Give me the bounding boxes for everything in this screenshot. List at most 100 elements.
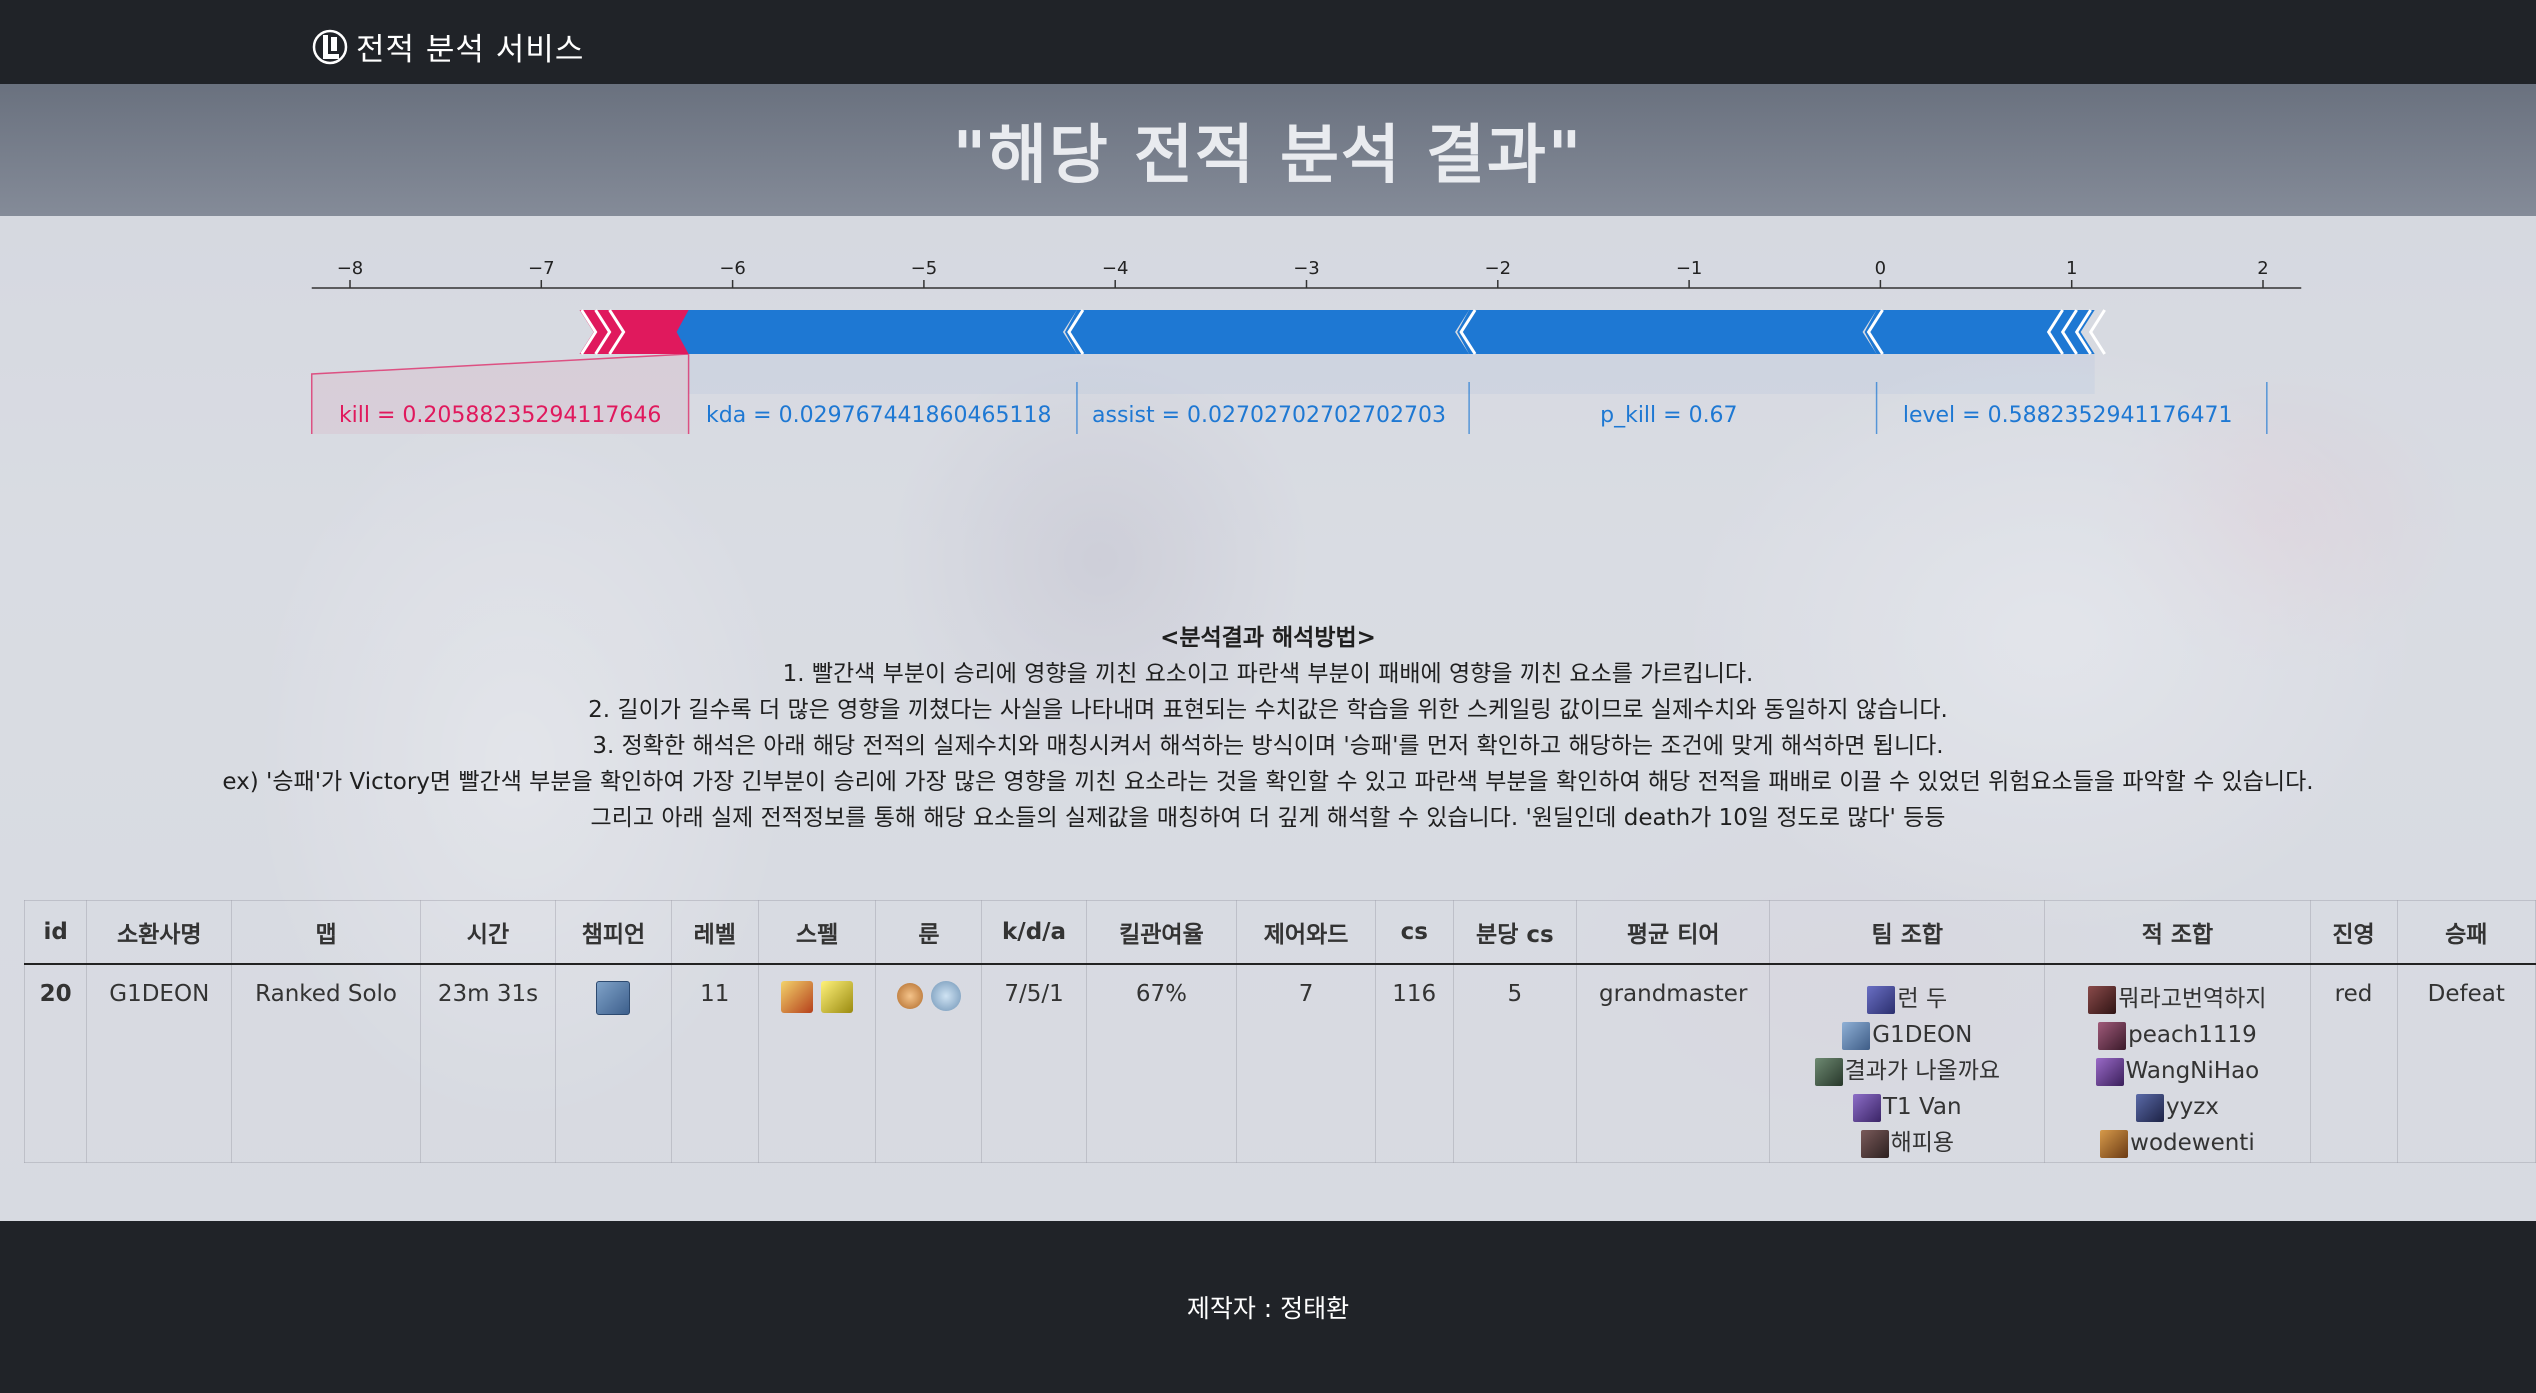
- feature-label: assist = 0.02702702702702703: [1092, 403, 1446, 428]
- guide-line: 1. 빨간색 부분이 승리에 영향을 끼친 요소이고 파란색 부분이 패배에 영…: [782, 661, 1754, 687]
- header-control-wards: 제어와드: [1236, 900, 1376, 965]
- positive-chevron: [594, 309, 612, 355]
- enemy-member-name: peach1119: [2128, 1022, 2257, 1048]
- feature-label: kda = 0.029767441860465118: [706, 403, 1052, 428]
- negative-separator: [1067, 309, 1085, 355]
- team-member: 런 두: [1771, 981, 2043, 1017]
- enemy-member-name: yyzx: [2165, 1094, 2219, 1120]
- cell-runes: [875, 964, 983, 1163]
- header-cs-per-min: 분당 cs: [1452, 900, 1578, 965]
- champion-mini-icon: [2135, 1093, 2164, 1122]
- team-member-name: 런 두: [1897, 986, 1948, 1012]
- cell-kda: 7/5/1: [981, 964, 1087, 1163]
- team-list: 런 두 G1DEON 결과가 나올까요 T1 Van 해피용: [1771, 981, 2043, 1161]
- axis-tick-label: −5: [911, 258, 938, 279]
- cell-enemy: 뭐라고번역하지 peach1119 WangNiHao yyzx wodewen…: [2044, 964, 2311, 1163]
- champion-mini-icon: [1814, 1057, 1843, 1086]
- navbar: 전적 분석 서비스: [0, 0, 2536, 84]
- enemy-member: peach1119: [2046, 1017, 2308, 1053]
- negative-shade: [688, 354, 2095, 394]
- enemy-list: 뭐라고번역하지 peach1119 WangNiHao yyzx wodewen…: [2046, 981, 2308, 1161]
- axis-tick-label: −1: [1676, 258, 1703, 279]
- cell-side: red: [2309, 964, 2398, 1163]
- team-member-name: 해피용: [1890, 1130, 1955, 1156]
- table-row: 20 G1DEON Ranked Solo 23m 31s 11 7/5/1 6…: [24, 964, 2536, 1163]
- header-side: 진영: [2309, 900, 2398, 965]
- result-banner: "해당 전적 분석 결과": [0, 84, 2536, 216]
- team-member: 해피용: [1771, 1125, 2043, 1161]
- negative-bar: [1064, 310, 1470, 354]
- negative-chevron: [2074, 309, 2092, 355]
- brand-link[interactable]: 전적 분석 서비스: [312, 24, 584, 69]
- header-avg-tier: 평균 티어: [1576, 900, 1771, 965]
- header-enemy: 적 조합: [2044, 900, 2311, 965]
- feature-label: level = 0.5882352941176471: [1903, 403, 2233, 428]
- footer-credit: 제작자 : 정태환: [1186, 1294, 1350, 1323]
- primary-rune-icon: [897, 983, 924, 1009]
- negative-bar: [1864, 310, 2095, 354]
- lol-logo-icon: [312, 29, 348, 64]
- match-table-container: id 소환사명 맵 시간 챔피언 레벨 스펠 룬 k/d/a 킬관여율 제어와드…: [24, 900, 2536, 1163]
- guide-title: <분석결과 해석방법>: [1160, 625, 1376, 651]
- header-champion: 챔피언: [555, 900, 672, 965]
- header-map: 맵: [231, 900, 421, 965]
- positive-bar: [579, 310, 689, 354]
- flash-spell-icon: [781, 981, 814, 1013]
- header-time: 시간: [419, 900, 557, 965]
- header-summoner: 소환사명: [86, 900, 233, 965]
- enemy-member: yyzx: [2046, 1089, 2308, 1125]
- cell-id: 20: [24, 964, 88, 1163]
- axis-tick-label: 1: [2066, 258, 2077, 279]
- positive-chevron: [580, 309, 598, 355]
- cell-cs: 116: [1374, 964, 1454, 1163]
- enemy-member-name: WangNiHao: [2125, 1058, 2260, 1084]
- enemy-member-name: wodewenti: [2130, 1130, 2255, 1156]
- negative-chevron: [2088, 309, 2106, 355]
- guide-line: 2. 길이가 길수록 더 많은 영향을 끼쳤다는 사실을 나타내며 표현되는 수…: [588, 697, 1948, 723]
- negative-chevron: [2046, 309, 2064, 355]
- guide-line: 그리고 아래 실제 전적정보를 통해 해당 요소들의 실제값을 매칭하여 더 깊…: [590, 805, 1946, 831]
- cell-team: 런 두 G1DEON 결과가 나올까요 T1 Van 해피용: [1769, 964, 2046, 1163]
- cell-champion: [555, 964, 672, 1163]
- champion-mini-icon: [2100, 1129, 2129, 1158]
- team-member: T1 Van: [1771, 1089, 2043, 1125]
- enemy-member: WangNiHao: [2046, 1053, 2308, 1089]
- brand-title: 전적 분석 서비스: [356, 32, 585, 68]
- header-spell: 스펠: [757, 900, 877, 965]
- header-kill-participation: 킬관여율: [1085, 900, 1238, 965]
- axis-tick-label: −6: [719, 258, 746, 279]
- table-header-row: id 소환사명 맵 시간 챔피언 레벨 스펠 룬 k/d/a 킬관여율 제어와드…: [24, 900, 2536, 965]
- cell-spells: [757, 964, 877, 1163]
- footer: 제작자 : 정태환: [0, 1221, 2536, 1393]
- cell-control-wards: 7: [1236, 964, 1376, 1163]
- champion-mini-icon: [1842, 1021, 1871, 1050]
- interpretation-guide: <분석결과 해석방법> 1. 빨간색 부분이 승리에 영향을 끼친 요소이고 파…: [0, 620, 2536, 836]
- team-member: G1DEON: [1771, 1017, 2043, 1053]
- header-id: id: [24, 900, 88, 965]
- cell-kill-participation: 67%: [1085, 964, 1238, 1163]
- guide-line: ex) '승패'가 Victory면 빨간색 부분을 확인하여 가장 긴부분이 …: [222, 769, 2314, 795]
- cell-result: Defeat: [2396, 964, 2536, 1163]
- force-plot-chart: −8 −7 −6 −5 −4 −3 −2 −1 0 1 2 kill = 0.205882352941…: [310, 258, 2302, 434]
- match-table: id 소환사명 맵 시간 챔피언 레벨 스펠 룬 k/d/a 킬관여율 제어와드…: [24, 900, 2536, 1163]
- cell-time: 23m 31s: [419, 964, 557, 1163]
- champion-mini-icon: [2098, 1021, 2127, 1050]
- champion-mini-icon: [2088, 985, 2117, 1014]
- negative-bar: [1457, 310, 1877, 354]
- team-member-name: G1DEON: [1872, 1022, 1973, 1048]
- header-kda: k/d/a: [981, 900, 1087, 965]
- enemy-member: 뭐라고번역하지: [2046, 981, 2308, 1017]
- cell-cs-per-min: 5: [1452, 964, 1578, 1163]
- axis-tick-label: −3: [1293, 258, 1320, 279]
- axis-tick-label: 0: [1875, 258, 1886, 279]
- champion-mini-icon: [1867, 985, 1896, 1014]
- negative-chevron: [2060, 309, 2078, 355]
- enemy-member-name: 뭐라고번역하지: [2118, 986, 2267, 1012]
- feature-label: p_kill = 0.67: [1600, 403, 1737, 428]
- champion-mini-icon: [1860, 1129, 1889, 1158]
- header-team: 팀 조합: [1769, 900, 2046, 965]
- axis-tick-label: −4: [1102, 258, 1129, 279]
- page-title: "해당 전적 분석 결과": [952, 119, 1584, 193]
- feature-label: kill = 0.20588235294117646: [339, 403, 661, 428]
- cell-avg-tier: grandmaster: [1576, 964, 1771, 1163]
